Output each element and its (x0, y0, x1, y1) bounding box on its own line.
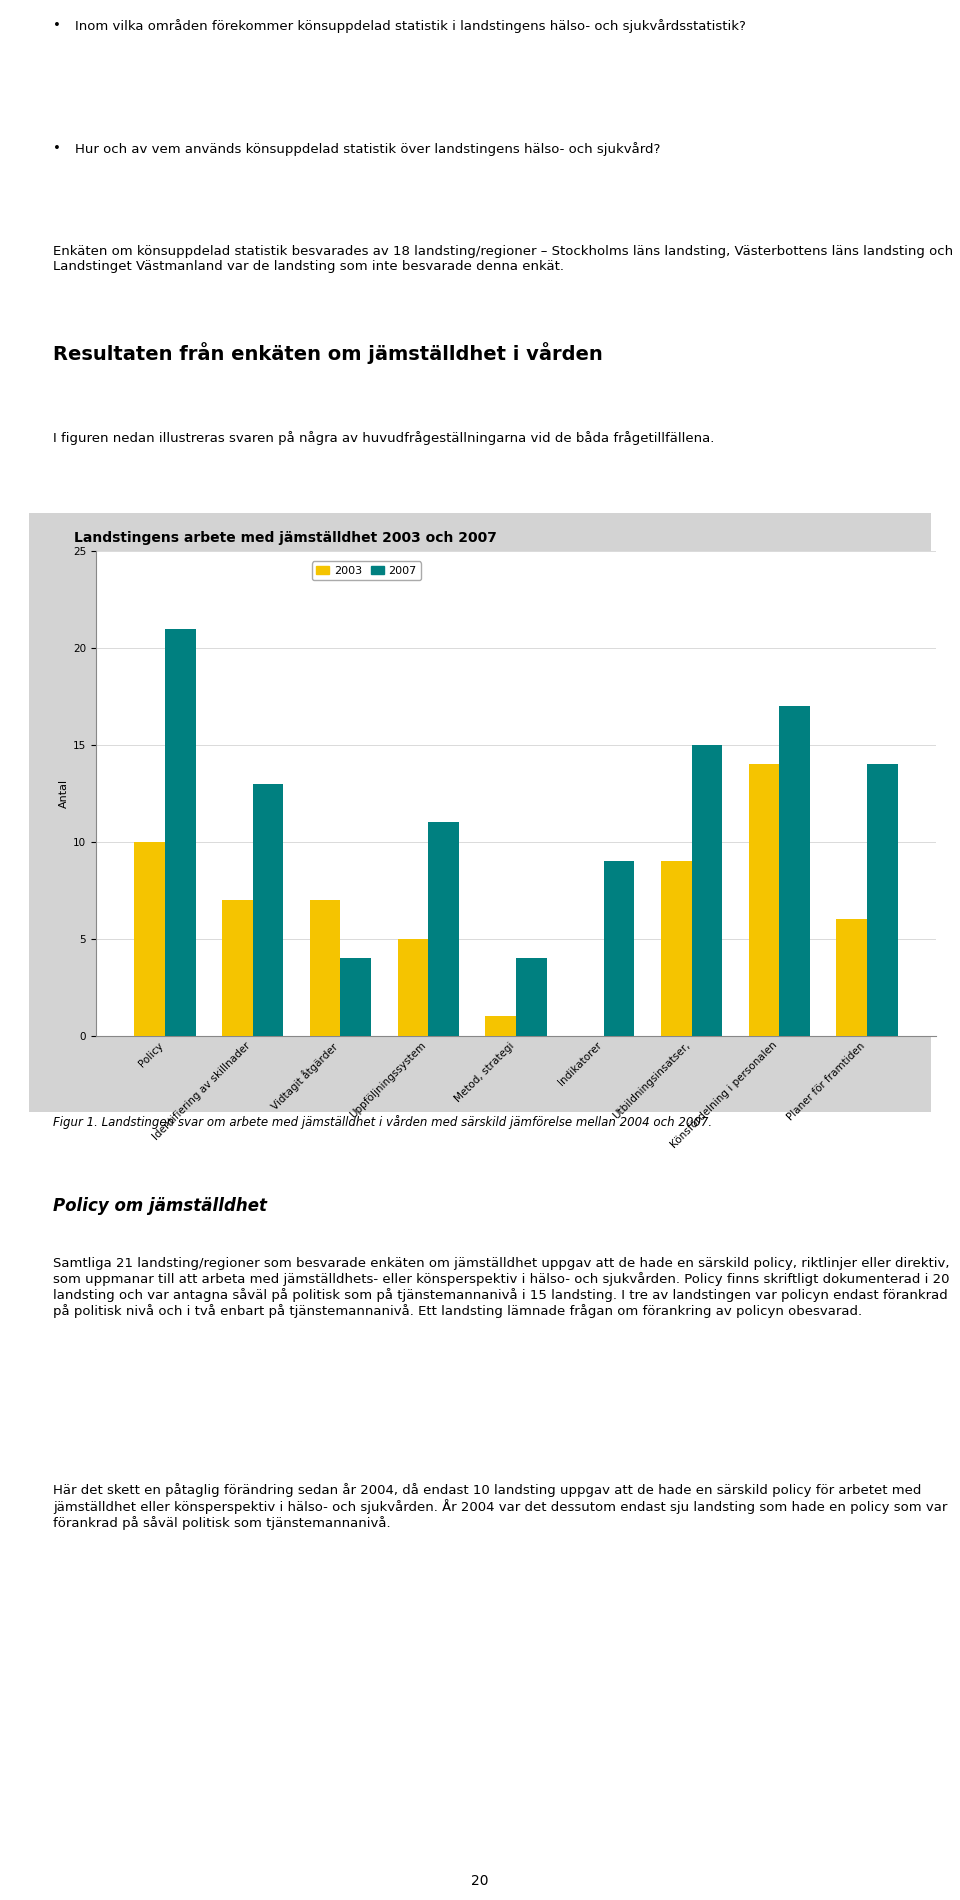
Bar (780, 707, 810, 1036)
Bar (165, 629, 196, 1036)
Bar (222, 901, 252, 1036)
Bar (867, 764, 898, 1036)
Text: Resultaten från enkäten om jämställdhet i vården: Resultaten från enkäten om jämställdhet … (53, 342, 603, 365)
Bar (691, 745, 722, 1036)
Text: Inom vilka områden förekommer könsuppdelad statistik i landstingens hälso- och s: Inom vilka områden förekommer könsuppdel… (75, 19, 746, 32)
Bar (604, 861, 635, 1036)
Text: Hur och av vem används könsuppdelad statistik över landstingens hälso- och sjukv: Hur och av vem används könsuppdelad stat… (75, 142, 660, 156)
Text: Enkäten om könsuppdelad statistik besvarades av 18 landsting/regioner – Stockhol: Enkäten om könsuppdelad statistik besvar… (53, 245, 953, 274)
Bar (310, 901, 341, 1036)
Bar (397, 939, 428, 1036)
Text: I figuren nedan illustreras svaren på några av huvudfrågeställningarna vid de bå: I figuren nedan illustreras svaren på nå… (53, 431, 714, 445)
Text: •: • (53, 19, 60, 32)
Bar (134, 842, 165, 1036)
Text: •: • (53, 142, 60, 154)
Bar (749, 764, 780, 1036)
Text: Figur 1. Landstingen svar om arbete med jämställdhet i vården med särskild jämfö: Figur 1. Landstingen svar om arbete med … (53, 1115, 712, 1129)
Text: 20: 20 (471, 1873, 489, 1889)
Bar (836, 920, 867, 1036)
Text: Här det skett en påtaglig förändring sedan år 2004, då endast 10 landsting uppga: Här det skett en påtaglig förändring sed… (53, 1482, 948, 1530)
Text: Policy om jämställdhet: Policy om jämställdhet (53, 1197, 267, 1214)
Bar (485, 1017, 516, 1036)
Text: Samtliga 21 landsting/regioner som besvarade enkäten om jämställdhet uppgav att : Samtliga 21 landsting/regioner som besva… (53, 1258, 949, 1319)
Bar (428, 823, 459, 1036)
Bar (341, 958, 372, 1036)
Bar (516, 958, 547, 1036)
Text: Landstingens arbete med jämställdhet 2003 och 2007: Landstingens arbete med jämställdhet 200… (74, 530, 496, 545)
Bar (252, 783, 283, 1036)
Legend: 2003, 2007: 2003, 2007 (312, 560, 421, 580)
Y-axis label: Antal: Antal (59, 779, 69, 808)
Bar (660, 861, 691, 1036)
